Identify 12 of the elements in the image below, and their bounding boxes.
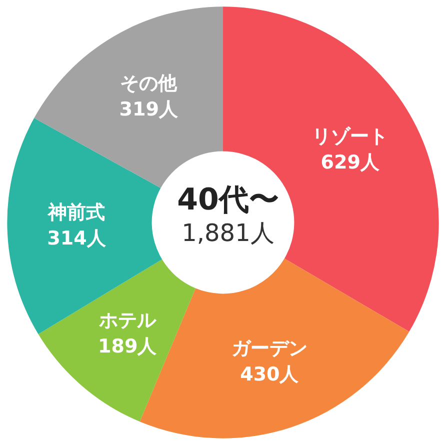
data-label: 314人 [47, 227, 107, 250]
data-label: 430人 [240, 363, 300, 386]
slice-label: ホテル [98, 309, 157, 332]
text: 1,881人 [182, 219, 274, 247]
data-label: 319人 [119, 98, 179, 120]
data-label: 629人 [320, 152, 380, 174]
slice-label: ガーデン [231, 337, 308, 360]
slice-label: その他 [120, 72, 178, 94]
text: 40代〜 [177, 182, 279, 218]
slice-label: 神前式 [47, 201, 106, 224]
data-label: 189人 [98, 335, 158, 358]
slice-label: リゾート [312, 126, 388, 148]
